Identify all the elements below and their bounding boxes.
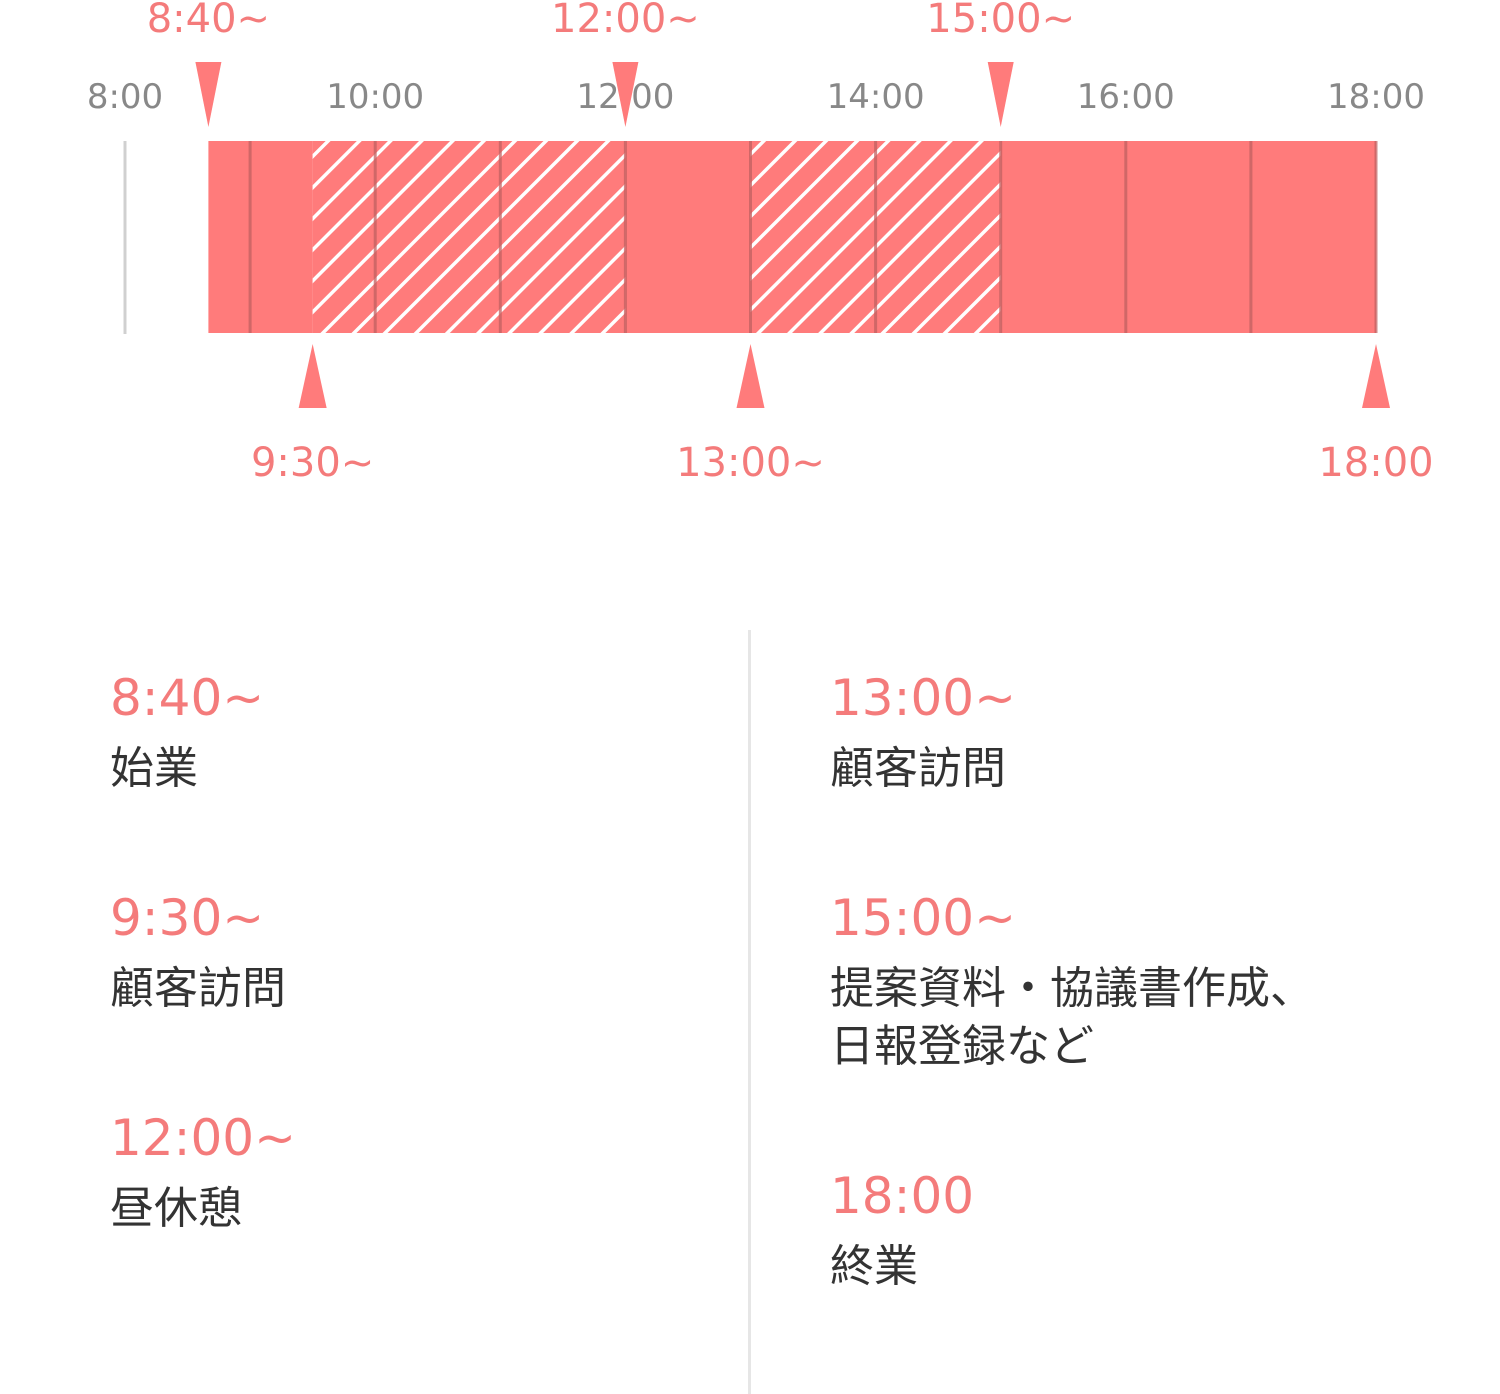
- schedule-column-left: 8:40~ 始業 9:30~ 顧客訪問 12:00~ 昼休憩: [110, 668, 296, 1328]
- marker-bottom-label: 13:00~: [676, 440, 825, 486]
- schedule-description: 顧客訪問: [830, 743, 1006, 794]
- schedule-description: 顧客訪問: [110, 963, 286, 1014]
- schedule-time: 15:00~: [830, 889, 1016, 947]
- marker-top-label: 8:40~: [147, 0, 270, 42]
- schedule-time: 13:00~: [830, 669, 1016, 727]
- marker-top-label: 15:00~: [926, 0, 1075, 42]
- schedule-description: 始業: [110, 743, 198, 794]
- schedule-description: 提案資料・協議書作成、 日報登録など: [830, 963, 1314, 1072]
- schedule-section: 8:40~ 始業 9:30~ 顧客訪問 12:00~ 昼休憩 13:00~ 顧客訪問 15:0…: [0, 630, 1500, 1394]
- schedule-column-right: 13:00~ 顧客訪問 15:00~ 提案資料・協議書作成、 日報登録など 18:00 終…: [830, 668, 1314, 1386]
- schedule-description: 昼休憩: [110, 1183, 242, 1234]
- segment-office: [1000, 141, 1376, 333]
- column-divider: [748, 630, 751, 1394]
- segment-office: [208, 141, 313, 333]
- marker-bottom-label: 9:30~: [251, 440, 374, 486]
- schedule-entry: 8:40~ 始業: [110, 668, 296, 798]
- marker-bottom-label: 18:00: [1318, 440, 1433, 486]
- hour-tick-label: 16:00: [1077, 77, 1175, 117]
- hour-tick-label: 14:00: [827, 77, 925, 117]
- schedule-entry: 15:00~ 提案資料・協議書作成、 日報登録など: [830, 888, 1314, 1076]
- marker-arrow-up: [298, 344, 327, 408]
- marker-arrow-down: [987, 62, 1014, 127]
- schedule-entry: 18:00 終業: [830, 1166, 1314, 1296]
- schedule-entry: 13:00~ 顧客訪問: [830, 668, 1314, 798]
- hour-tick-label: 18:00: [1327, 77, 1425, 117]
- schedule-time: 18:00: [830, 1167, 975, 1225]
- timeline-hour-lines: [123, 141, 1378, 334]
- schedule-entry: 12:00~ 昼休憩: [110, 1108, 296, 1238]
- segment-visit: [312, 141, 626, 333]
- marker-arrow-down: [195, 62, 222, 127]
- timeline-markers: 8:40~ 12:00~ 15:00~ 9:30~ 13:00~ 18:00: [147, 0, 1434, 486]
- hour-tick-label: 10:00: [326, 77, 424, 117]
- hour-tick-label: 8:00: [87, 77, 163, 117]
- segment-office: [625, 141, 751, 333]
- schedule-time: 9:30~: [110, 889, 265, 947]
- marker-arrow-down: [612, 62, 639, 127]
- schedule-entry: 9:30~ 顧客訪問: [110, 888, 296, 1018]
- schedule-description: 終業: [830, 1241, 918, 1292]
- marker-top-label: 12:00~: [551, 0, 700, 42]
- timeline-segments: [208, 141, 1376, 333]
- marker-arrow-up: [1362, 344, 1390, 408]
- schedule-time: 8:40~: [110, 669, 265, 727]
- schedule-time: 12:00~: [110, 1109, 296, 1167]
- marker-arrow-up: [736, 344, 765, 408]
